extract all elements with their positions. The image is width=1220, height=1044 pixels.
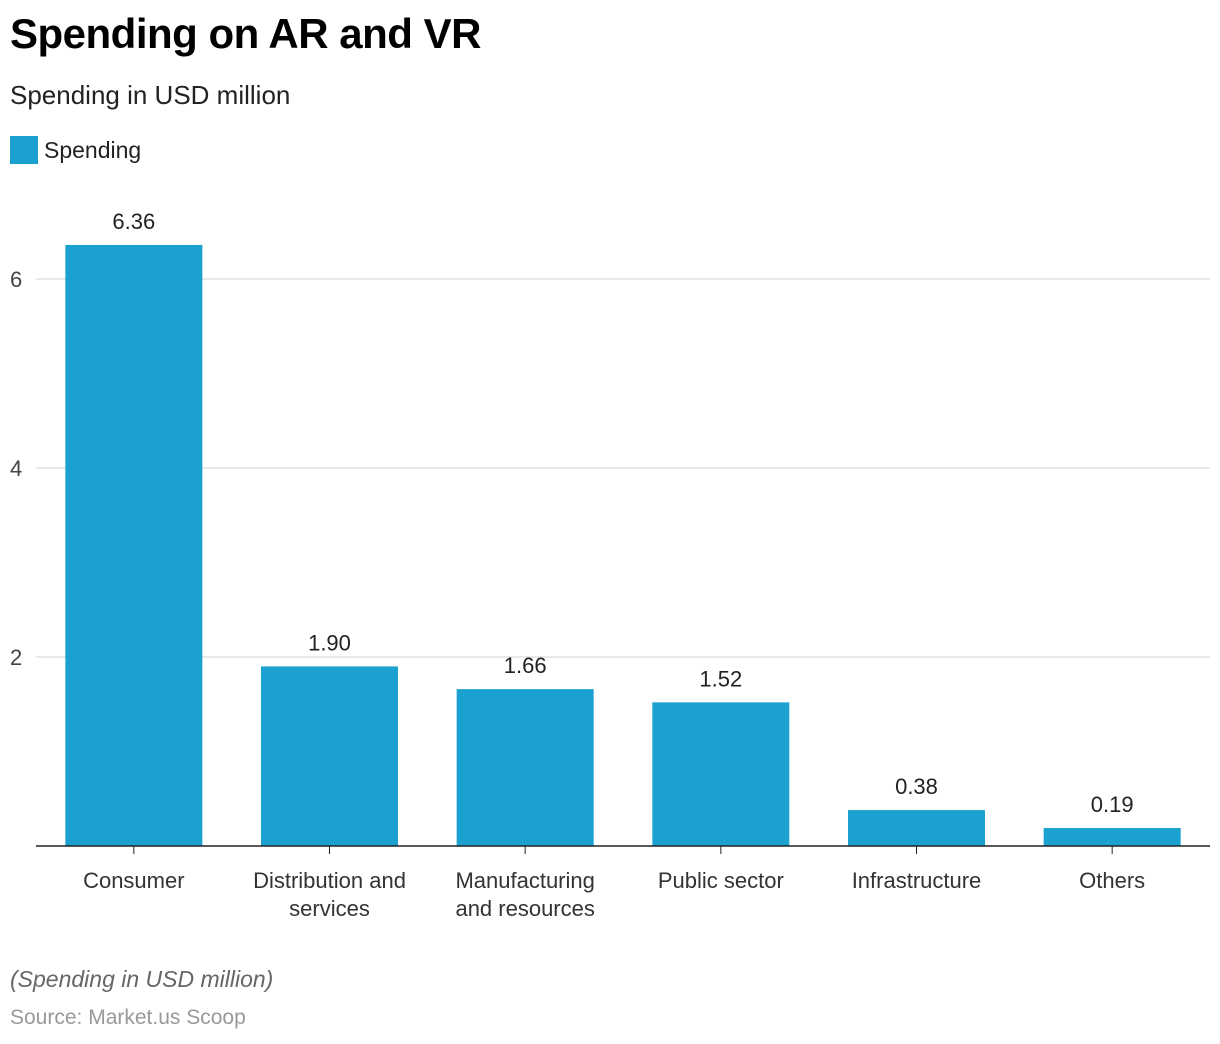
- data-label: 1.66: [504, 653, 547, 678]
- data-label: 6.36: [112, 209, 155, 234]
- chart-subtitle: Spending in USD million: [10, 80, 291, 110]
- x-tick-label: Others: [1079, 868, 1145, 893]
- bar: [65, 244, 203, 847]
- bar: [652, 702, 790, 846]
- footnote: (Spending in USD million): [10, 966, 274, 992]
- y-tick-label: 2: [10, 645, 22, 670]
- y-tick-label: 6: [10, 267, 22, 292]
- x-tick-label: and resources: [455, 896, 594, 921]
- data-label: 0.19: [1091, 792, 1134, 817]
- source: Source: Market.us Scoop: [10, 1006, 246, 1029]
- data-label: 1.52: [699, 666, 742, 691]
- chart-title: Spending on AR and VR: [10, 10, 481, 57]
- x-tick-label: Public sector: [658, 868, 784, 893]
- x-tick-label: Consumer: [83, 868, 184, 893]
- x-tick-label: Distribution and: [253, 868, 406, 893]
- bar: [1043, 828, 1181, 846]
- bar: [848, 810, 985, 846]
- data-label: 1.90: [308, 630, 351, 655]
- y-tick-label: 4: [10, 456, 22, 481]
- data-label: 0.38: [895, 774, 938, 799]
- bar: [456, 689, 594, 846]
- x-tick-label: Manufacturing: [455, 868, 594, 893]
- x-tick-label: Infrastructure: [852, 868, 982, 893]
- bar: [261, 666, 398, 846]
- legend-label: Spending: [44, 136, 142, 163]
- x-tick-label: services: [289, 896, 370, 921]
- legend: Spending: [10, 136, 141, 164]
- legend-swatch: [10, 136, 38, 164]
